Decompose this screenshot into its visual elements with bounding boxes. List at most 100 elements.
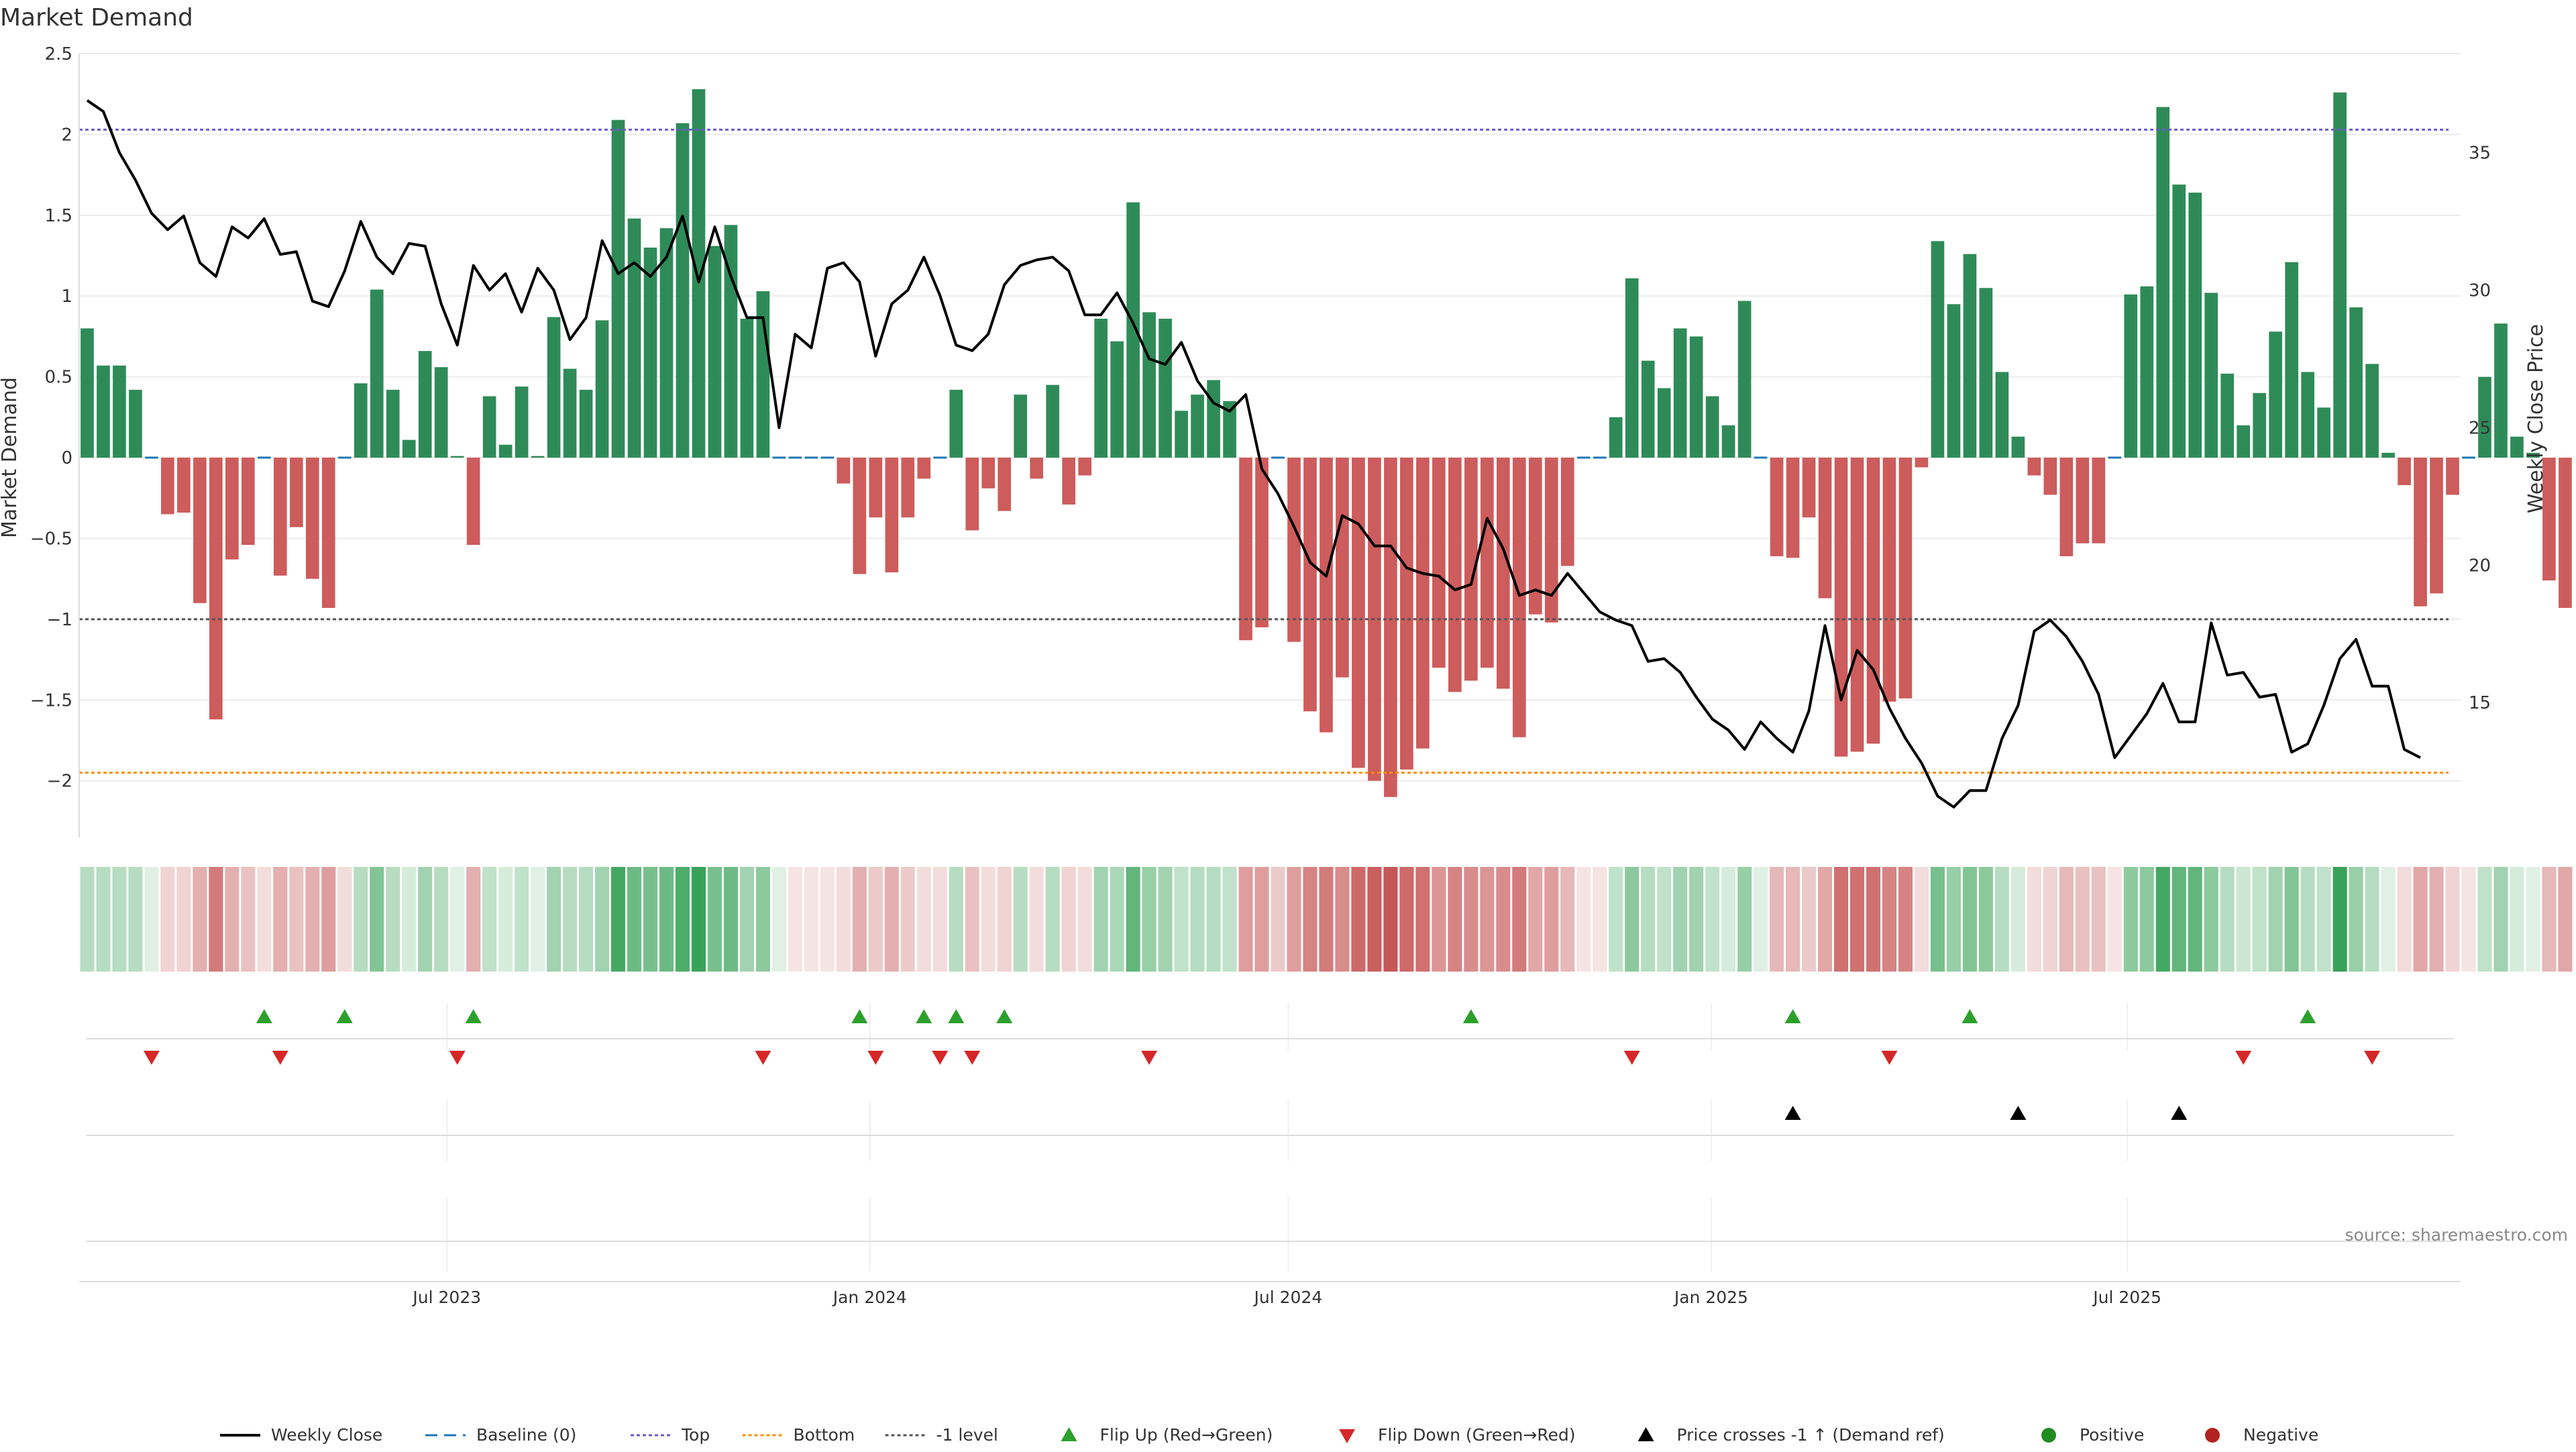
intensity-cell [998,867,1012,972]
x-tick-label: Jul 2025 [2092,1288,2161,1307]
intensity-cell [273,867,287,972]
demand-bar [1046,385,1059,458]
intensity-cell [2172,867,2186,972]
intensity-cell [1882,867,1896,972]
intensity-cell [1657,867,1671,972]
demand-bar [2140,287,2153,458]
intensity-cell [1014,867,1028,972]
intensity-cell [1399,867,1413,972]
demand-bar [531,456,545,458]
demand-bar [2414,458,2427,607]
legend-item: Top [631,1425,710,1445]
demand-bar [97,366,110,458]
price-cross-marker [1785,1106,1801,1120]
intensity-cell [2237,867,2251,972]
intensity-cell [80,867,94,972]
intensity-cell [1915,867,1929,972]
intensity-cell [2301,867,2315,972]
demand-bar [1513,458,1526,737]
intensity-cell [547,867,561,972]
demand-bar [2510,437,2524,458]
flip-up-marker [2300,1009,2316,1023]
y-tick-label: 0 [61,448,72,468]
legend-label: Negative [2243,1425,2318,1445]
intensity-cell [2349,867,2363,972]
intensity-cell [144,867,158,972]
intensity-cell [2076,867,2090,972]
intensity-cell [1078,867,1092,972]
intensity-cell [676,867,690,972]
demand-bar [354,383,368,458]
demand-bar [1722,425,1735,458]
demand-bar [901,458,914,517]
y-tick-label: −2 [47,772,72,792]
intensity-cell [692,867,706,972]
demand-bar [2204,293,2218,458]
intensity-cell [563,867,577,972]
demand-bar [483,397,496,458]
demand-bar [225,458,239,560]
demand-bar [741,319,754,458]
x-tick-label: Jan 2024 [832,1288,907,1307]
demand-bar [467,458,480,545]
intensity-cell [1609,867,1623,972]
flip-down-marker [932,1051,948,1065]
price-cross-marker [2171,1106,2187,1120]
x-axis: Jul 2023 Jan 2024 Jul 2024 Jan 2025 Jul 2025 [79,1282,2461,1307]
demand-bar [2253,393,2266,458]
intensity-cell [965,867,979,972]
intensity-cell [2429,867,2443,972]
intensity-cell [901,867,915,972]
intensity-cell [853,867,867,972]
intensity-cell [1931,867,1945,972]
source-note: source: sharemaestro.com [2345,1225,2569,1245]
signal-markers [86,1009,2454,1241]
intensity-cell [1560,867,1574,972]
intensity-cell [2059,867,2074,972]
intensity-cell [740,867,754,972]
flip-down-marker [964,1051,980,1065]
intensity-cell [611,867,625,972]
flip-down-marker [449,1051,466,1065]
intensity-cell [1754,867,1768,972]
intensity-cell [2542,867,2556,972]
y-axis-label: Market Demand [0,377,21,538]
demand-bar [2076,458,2089,543]
intensity-cell [434,867,448,972]
demand-bar [2559,458,2572,608]
intensity-cell [1367,867,1381,972]
legend-item: Flip Down (Green→Red) [1339,1425,1576,1445]
intensity-cell [2092,867,2106,972]
demand-bar [193,458,207,603]
intensity-cell [1062,867,1076,972]
demand-bar [1497,458,1510,688]
intensity-cell [321,867,335,972]
intensity-cell [418,867,432,972]
intensity-cell [1705,867,1719,972]
intensity-cell [1206,867,1220,972]
y2-axis: 35 30 25 20 15 Weekly Close Price [2469,144,2548,714]
y2-tick-label: 15 [2469,693,2491,713]
y2-axis-label: Weekly Close Price [2524,324,2548,513]
intensity-cell [112,867,126,972]
grid-layer [79,54,2461,1272]
intensity-cell [1046,867,1060,972]
legend-circle-green-icon [2041,1428,2056,1443]
demand-bar [1867,458,1880,743]
demand-bar [1690,336,1703,458]
intensity-cell [643,867,657,972]
demand-bar [596,320,609,458]
intensity-cell [1496,867,1510,972]
intensity-cell [869,867,883,972]
flip-up-marker [337,1009,353,1023]
demand-bar [1964,254,1977,458]
chart-title: Market Demand [0,4,193,32]
demand-bar [2478,377,2491,458]
intensity-cell [2397,867,2411,972]
intensity-cell [756,867,770,972]
y2-tick-label: 25 [2469,418,2491,438]
intensity-cell [402,867,416,972]
intensity-cell [289,867,303,972]
intensity-cell [1641,867,1655,972]
intensity-cell [1094,867,1108,972]
